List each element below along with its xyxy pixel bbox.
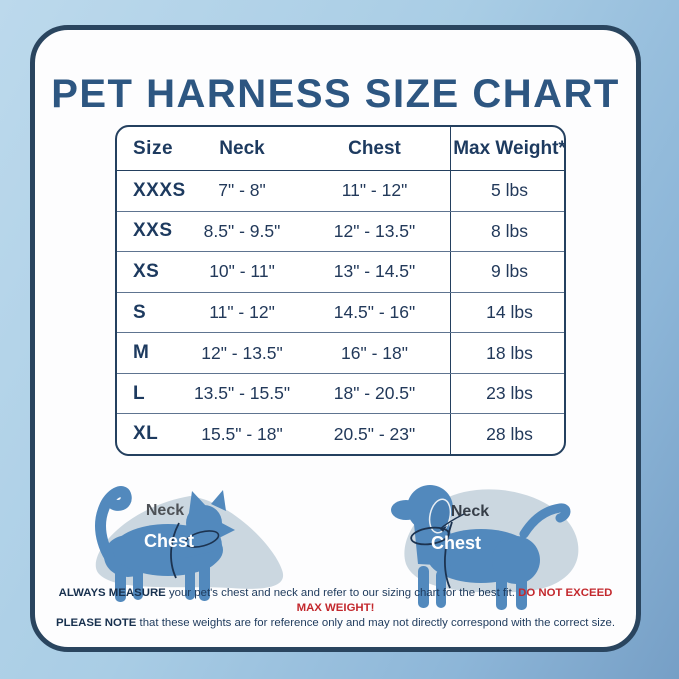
footnote-line2-body: that these weights are for reference onl…	[136, 617, 616, 629]
weight-value: 18 lbs	[450, 333, 564, 373]
weight-value: 28 lbs	[450, 414, 564, 454]
cat-tail	[95, 486, 132, 574]
footnote-text: ALWAYS MEASURE your pet's chest and neck…	[49, 586, 622, 631]
dog-neck-pointer-line	[439, 513, 465, 530]
table-row: M 12" - 13.5" 16" - 18" 18 lbs	[117, 332, 564, 373]
chest-value: 16" - 18"	[341, 342, 408, 363]
cat-silhouette	[95, 486, 235, 602]
chest-value: 18" - 20.5"	[333, 383, 416, 404]
table-row: XL 15.5" - 18" 20.5" - 23" 28 lbs	[117, 413, 564, 454]
weight-value: 14 lbs	[450, 292, 564, 333]
neck-value: 13.5" - 15.5"	[193, 383, 291, 404]
dog-neck-label: Neck	[451, 503, 489, 520]
chest-value: 11" - 12"	[341, 180, 408, 201]
table-row: L 13.5" - 15.5" 18" - 20.5" 23 lbs	[117, 372, 564, 414]
table-row: XS 10" - 11" 13" - 14.5" 9 lbs	[117, 251, 564, 292]
size-value: L	[133, 382, 146, 404]
dog-neck-pointer-arrow	[440, 526, 447, 532]
footnote-max-weight-warning: DO NOT EXCEED MAX WEIGHT!	[296, 587, 613, 614]
cat-chest-strap-line	[170, 522, 180, 579]
footnote-please-note: PLEASE NOTE	[55, 617, 137, 629]
cat-measurement-illustration: Neck Chest	[95, 486, 284, 602]
size-value: M	[133, 342, 150, 364]
neck-value: 15.5" - 18"	[201, 423, 283, 444]
dog-measurement-illustration: Neck Chest	[391, 485, 579, 610]
dog-chest-strap-line	[444, 521, 453, 589]
size-value: XXXS	[133, 179, 186, 201]
weight-value: 8 lbs	[450, 211, 564, 252]
cat-neck-strap-line	[184, 530, 220, 548]
footnote-always-measure: ALWAYS MEASURE	[58, 587, 166, 599]
col-header-max-weight: Max Weight*	[450, 127, 564, 170]
neck-value: 10" - 11"	[209, 261, 275, 282]
neck-value: 8.5" - 9.5"	[203, 220, 281, 241]
measurement-illustrations: Neck Chest	[65, 466, 618, 616]
chest-value: 20.5" - 23"	[333, 423, 416, 444]
size-table: Size Neck Chest Max Weight* XXXS 7" - 8"…	[115, 125, 566, 456]
weight-value: 5 lbs	[450, 171, 564, 211]
dog-tail	[519, 503, 571, 539]
chest-value: 13" - 14.5"	[333, 261, 416, 282]
table-header-row: Size Neck Chest Max Weight*	[117, 127, 564, 171]
col-header-neck: Neck	[219, 137, 265, 159]
weight-value: 9 lbs	[450, 252, 564, 292]
neck-value: 11" - 12"	[209, 302, 275, 323]
cat-neck-label: Neck	[146, 502, 184, 519]
size-value: XS	[133, 260, 160, 282]
chest-value: 12" - 13.5"	[333, 220, 416, 241]
table-row: XXXS 7" - 8" 11" - 12" 5 lbs	[117, 171, 564, 211]
size-value: XXS	[133, 220, 173, 242]
page-title: PET HARNESS SIZE CHART	[51, 72, 620, 116]
cat-chest-label: Chest	[144, 531, 194, 551]
chest-value: 14.5" - 16"	[333, 302, 416, 323]
col-header-size: Size	[133, 137, 174, 159]
size-value: XL	[133, 423, 159, 445]
neck-value: 7" - 8"	[218, 180, 266, 201]
size-value: S	[133, 301, 147, 323]
table-row: S 11" - 12" 14.5" - 16" 14 lbs	[117, 291, 564, 333]
weight-value: 23 lbs	[450, 373, 564, 414]
dog-chest-label: Chest	[431, 533, 481, 553]
col-header-chest: Chest	[348, 137, 401, 159]
size-chart-card: PET HARNESS SIZE CHART Size Neck Chest M…	[30, 25, 641, 652]
neck-value: 12" - 13.5"	[201, 342, 283, 363]
table-row: XXS 8.5" - 9.5" 12" - 13.5" 8 lbs	[117, 210, 564, 252]
footnote-line1-body: your pet's chest and neck and refer to o…	[165, 587, 519, 599]
dog-silhouette	[391, 485, 571, 610]
